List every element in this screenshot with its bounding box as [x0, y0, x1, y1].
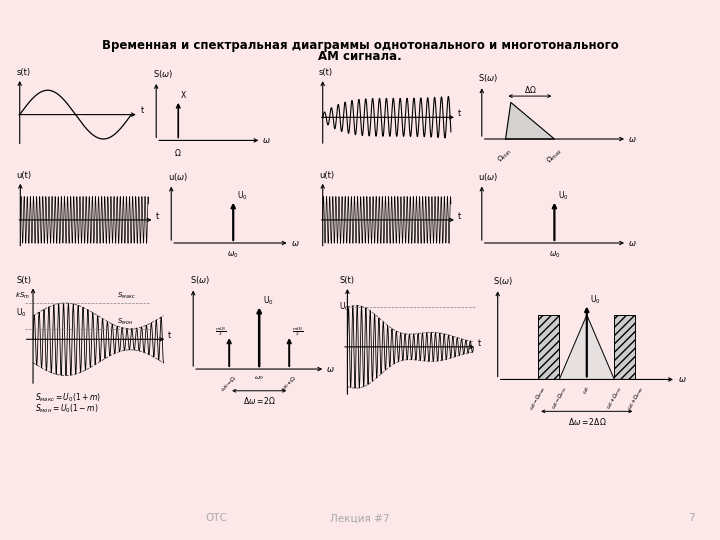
- Text: S($\omega$): S($\omega$): [189, 274, 210, 286]
- Text: t: t: [156, 212, 158, 221]
- Polygon shape: [559, 315, 614, 380]
- Text: s(t): s(t): [319, 68, 333, 77]
- Text: u($\omega$): u($\omega$): [168, 171, 188, 183]
- Text: $\omega$: $\omega$: [678, 375, 686, 384]
- Text: S($\omega$): S($\omega$): [493, 275, 513, 287]
- Text: $\omega_0\!-\!\Omega$: $\omega_0\!-\!\Omega$: [219, 374, 240, 394]
- Text: $\frac{mU_0}{2}$: $\frac{mU_0}{2}$: [215, 325, 227, 338]
- Text: u(t): u(t): [319, 171, 334, 179]
- Text: $\omega_0$: $\omega_0$: [581, 385, 593, 396]
- Text: $S_{макс}=U_0(1+m)$: $S_{макс}=U_0(1+m)$: [35, 391, 101, 403]
- Text: t: t: [140, 106, 144, 116]
- Text: $\omega_0$: $\omega_0$: [228, 249, 239, 260]
- Text: $S_{мон}  =U_0(1-m)$: $S_{мон} =U_0(1-m)$: [35, 403, 99, 415]
- Text: t: t: [168, 331, 171, 340]
- Text: $\omega$: $\omega$: [629, 239, 637, 247]
- Text: $\omega_0\!+\!\Omega_{min}$: $\omega_0\!+\!\Omega_{min}$: [604, 385, 624, 411]
- Text: $\omega_0\!-\!\Omega_{min}$: $\omega_0\!-\!\Omega_{min}$: [549, 385, 570, 411]
- Text: U$_0$: U$_0$: [263, 294, 274, 307]
- Text: t: t: [458, 109, 461, 118]
- Text: U$_0$: U$_0$: [17, 307, 27, 319]
- Text: $kS_{m}$: $kS_{m}$: [15, 291, 30, 301]
- Text: Лекция #7: Лекция #7: [330, 514, 390, 523]
- Text: $\omega_0\!-\!\Omega_{max}$: $\omega_0\!-\!\Omega_{max}$: [528, 385, 549, 413]
- Text: $\omega_0$: $\omega_0$: [549, 249, 560, 260]
- Text: АМ сигнала.: АМ сигнала.: [318, 50, 402, 63]
- Bar: [539, 315, 559, 380]
- Text: $\omega$: $\omega$: [262, 136, 271, 145]
- Text: U$_0$: U$_0$: [237, 190, 248, 202]
- Text: t: t: [458, 212, 461, 221]
- Text: $S_{макс}$: $S_{макс}$: [117, 291, 135, 301]
- Text: $\Delta\Omega$: $\Delta\Omega$: [523, 84, 536, 95]
- Text: X: X: [181, 91, 186, 100]
- Text: $\omega_0$: $\omega_0$: [254, 374, 264, 382]
- Text: $\Delta\omega=2\Omega$: $\Delta\omega=2\Omega$: [243, 395, 276, 406]
- Text: $\Omega_{max}$: $\Omega_{max}$: [544, 146, 564, 166]
- Text: $\Delta\omega=2\Delta\Omega$: $\Delta\omega=2\Delta\Omega$: [567, 416, 606, 427]
- Text: $\omega_0\!+\!\Omega$: $\omega_0\!+\!\Omega$: [279, 374, 300, 394]
- Text: u($\omega$): u($\omega$): [478, 171, 498, 183]
- Text: U$_0$: U$_0$: [590, 293, 600, 306]
- Text: S(t): S(t): [339, 276, 354, 285]
- Text: u(t): u(t): [17, 171, 32, 179]
- Text: U$_0$: U$_0$: [339, 301, 350, 314]
- Polygon shape: [505, 103, 554, 139]
- Text: ОТС: ОТС: [205, 514, 227, 523]
- Text: S($\omega$): S($\omega$): [478, 72, 498, 84]
- Text: $\Omega_{min}$: $\Omega_{min}$: [496, 146, 515, 165]
- Text: $S_{мон}$: $S_{мон}$: [117, 316, 133, 327]
- Text: $\omega$: $\omega$: [326, 364, 335, 374]
- Text: s(t): s(t): [16, 68, 30, 77]
- Text: $\omega$: $\omega$: [629, 134, 637, 144]
- Text: $\omega$: $\omega$: [291, 239, 300, 247]
- Text: 7: 7: [688, 514, 695, 523]
- Text: t: t: [478, 339, 481, 348]
- Text: U$_0$: U$_0$: [559, 190, 569, 202]
- Text: Временная и спектральная диаграммы однотонального и многотонального: Временная и спектральная диаграммы однот…: [102, 39, 618, 52]
- Text: $\omega_0\!+\!\Omega_{max}$: $\omega_0\!+\!\Omega_{max}$: [625, 385, 646, 413]
- Text: $\frac{mU_0}{2}$: $\frac{mU_0}{2}$: [292, 325, 303, 338]
- Text: S(t): S(t): [17, 276, 31, 286]
- Text: $\Omega$: $\Omega$: [174, 147, 182, 158]
- Bar: [614, 315, 636, 380]
- Text: S($\omega$): S($\omega$): [153, 68, 174, 80]
